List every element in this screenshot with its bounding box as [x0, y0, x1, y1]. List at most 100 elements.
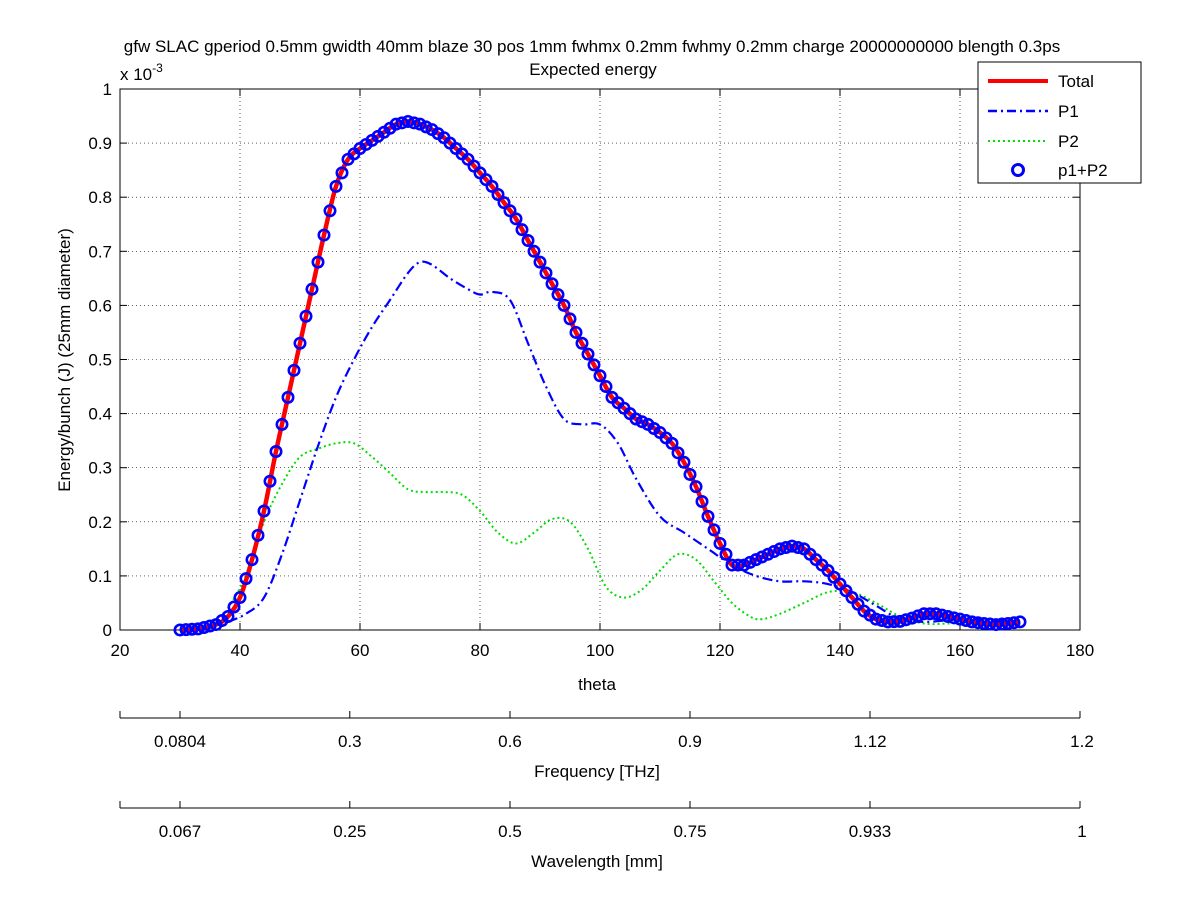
series-p1p2-marker	[197, 620, 211, 634]
legend: Total P1 P2 p1+P2	[977, 61, 1142, 184]
series-p1p2-marker	[995, 617, 1009, 631]
series-p1p2-marker	[887, 615, 901, 629]
series-p1p2-marker	[389, 117, 403, 131]
series-p1p2-marker	[311, 255, 325, 269]
secondary-axis-tick-label: 0.3	[338, 732, 362, 751]
y-tick-label: 0.6	[88, 296, 112, 315]
series-p1p2-marker	[731, 558, 745, 572]
series-layer	[173, 114, 1027, 637]
x-axis-label: theta	[578, 675, 616, 694]
series-p1p2-marker	[221, 609, 235, 623]
legend-label-p1: P1	[1058, 102, 1079, 121]
series-p1p2-marker	[263, 474, 277, 488]
legend-label-total: Total	[1058, 72, 1094, 91]
series-p1p2-marker	[893, 614, 907, 628]
series-p1p2-marker	[245, 553, 259, 567]
series-p1p2-marker	[599, 380, 613, 394]
series-p1p2-marker	[665, 436, 679, 450]
series-p1p2-marker	[917, 607, 931, 621]
series-p1p2-marker	[281, 390, 295, 404]
series-p1p2-marker	[533, 255, 547, 269]
series-p1p2-marker	[509, 212, 523, 226]
x-tick-label: 40	[231, 641, 250, 660]
secondary-axis-label: Frequency [THz]	[534, 762, 660, 781]
series-p1p2-marker	[713, 536, 727, 550]
series-p1p2-marker	[185, 622, 199, 636]
series-p1p2-marker	[701, 509, 715, 523]
series-p1p2-marker	[959, 614, 973, 628]
series-p1p2-marker	[527, 244, 541, 258]
series-p1p2-marker	[239, 572, 253, 586]
series-p1p2-marker	[587, 358, 601, 372]
series-p1p2-marker	[233, 591, 247, 605]
series-p1p2-marker	[401, 114, 415, 128]
series-p1p2-marker	[305, 282, 319, 296]
y-tick-label: 1	[103, 80, 112, 99]
y-tick-label: 0.3	[88, 459, 112, 478]
secondary-axis-label: Wavelength [mm]	[531, 852, 663, 871]
secondary-axes: 0.0804 0.3 0.6 0.9 1.12 1.2 Frequency [THz] 0.0…	[119, 711, 1094, 871]
y-axis-label: Energy/bunch (J) (25mm diameter)	[55, 228, 74, 492]
series-p1p2-marker	[323, 204, 337, 218]
series-p1p2-marker	[695, 495, 709, 509]
series-p1p2-marker	[179, 623, 193, 637]
y-exponent-label: x 10-3	[120, 61, 163, 84]
secondary-axis-tick-label: 1.12	[853, 732, 886, 751]
series-p1p2-marker	[941, 609, 955, 623]
series-p1p2-marker	[935, 608, 949, 622]
series-p1p2-marker	[953, 612, 967, 626]
secondary-axis-tick-label: 1	[1077, 822, 1086, 841]
chart-subtitle: Expected energy	[529, 60, 657, 79]
x-axis-ticks: 20 40 60 80 100 120 140 160 180	[111, 89, 1094, 660]
series-p1p2-marker	[329, 179, 343, 193]
legend-label-p1p2: p1+P2	[1058, 161, 1108, 180]
series-p1p2-marker	[269, 444, 283, 458]
x-tick-label: 80	[471, 641, 490, 660]
secondary-axis-tick-label: 0.6	[498, 732, 522, 751]
y-tick-label: 0.1	[88, 567, 112, 586]
series-p1p2-marker	[683, 467, 697, 481]
series-p1p2-marker	[551, 288, 565, 302]
secondary-axis-tick-label: 0.067	[159, 822, 202, 841]
series-p1p2-marker	[203, 619, 217, 633]
series-p1p2-marker	[791, 540, 805, 554]
y-tick-label: 0.7	[88, 242, 112, 261]
series-p1p2-marker	[293, 336, 307, 350]
y-exponent-base: x 10	[120, 65, 152, 84]
x-tick-label: 180	[1066, 641, 1094, 660]
series-p1p2-marker	[965, 615, 979, 629]
secondary-axis-tick-label: 0.0804	[154, 732, 206, 751]
legend-marker-p1p2	[1011, 163, 1025, 177]
series-p1p2-marker	[773, 542, 787, 556]
x-tick-label: 160	[946, 641, 974, 660]
series-p1p2-marker	[929, 607, 943, 621]
series-p1p2-marker	[1007, 616, 1021, 630]
x-tick-label: 100	[586, 641, 614, 660]
series-p1p2-marker	[275, 417, 289, 431]
secondary-axis-tick-label: 0.5	[498, 822, 522, 841]
chart-title: gfw SLAC gperiod 0.5mm gwidth 40mm blaze…	[124, 37, 1060, 56]
legend-label-p2: P2	[1058, 132, 1079, 151]
series-p1p2-marker	[575, 336, 589, 350]
series-p1p2-marker	[977, 617, 991, 631]
series-p1p2-marker	[719, 547, 733, 561]
x-tick-label: 120	[706, 641, 734, 660]
series-p1p2-marker	[563, 312, 577, 326]
series-p1p2-marker	[677, 455, 691, 469]
series-p1p2-marker	[251, 528, 265, 542]
series-p1p2-marker	[725, 558, 739, 572]
series-p1p2-marker	[911, 609, 925, 623]
series-p1p2-marker	[581, 347, 595, 361]
series-p1p2-marker	[497, 196, 511, 210]
series-p1p2-marker	[971, 616, 985, 630]
series-p1p2-marker	[989, 618, 1003, 632]
series-p1p2-marker	[869, 612, 883, 626]
series-p1p2-marker	[407, 116, 421, 130]
series-p1p2-marker	[875, 614, 889, 628]
y-exponent-power: -3	[152, 61, 163, 75]
series-p1p2-marker	[491, 187, 505, 201]
series-p1p2-marker	[923, 607, 937, 621]
secondary-axis-tick-label: 0.933	[849, 822, 892, 841]
series-p1p2-marker	[689, 480, 703, 494]
series-p1p2-marker	[1013, 615, 1027, 629]
